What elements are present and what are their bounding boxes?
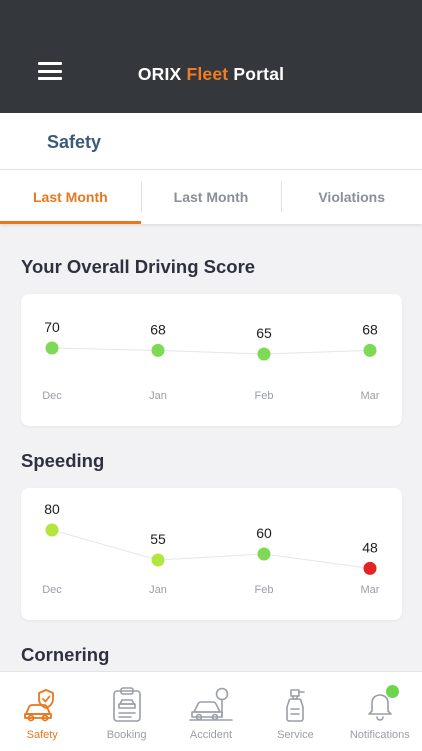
speeding-card: 80 Dec 55 Jan 60 Feb 48 Mar: [21, 488, 402, 620]
clipboard-car-icon: [111, 687, 143, 723]
driving-score-title: Your Overall Driving Score: [21, 256, 256, 277]
data-point[interactable]: [151, 343, 165, 357]
driving-score-card: 70 Dec 68 Jan 65 Feb 68 Mar: [21, 294, 402, 426]
tab-violations[interactable]: Violations: [281, 170, 422, 224]
spray-bottle-icon: [280, 687, 310, 723]
notification-badge: [385, 685, 399, 698]
nav-service[interactable]: Service: [253, 672, 337, 751]
data-point[interactable]: [363, 561, 377, 575]
x-tick-label: Mar: [361, 584, 380, 596]
nav-label-notifications: Notifications: [349, 729, 410, 741]
series-line: [51, 347, 371, 355]
page-title: Safety: [47, 132, 102, 152]
data-label: 55: [150, 531, 166, 547]
nav-booking[interactable]: Booking: [84, 672, 168, 751]
data-label: 80: [44, 501, 60, 517]
bell-icon: [366, 685, 399, 723]
data-label: 65: [256, 325, 272, 341]
title-accent: Fleet: [186, 64, 229, 84]
data-point[interactable]: [257, 547, 271, 561]
speeding-chart: 80 Dec 55 Jan 60 Feb 48 Mar: [42, 501, 380, 596]
data-point[interactable]: [151, 553, 165, 567]
title-prefix: ORIX: [137, 64, 187, 84]
speeding-title: Speeding: [21, 450, 105, 471]
x-tick-label: Jan: [149, 584, 167, 596]
data-label: 68: [362, 321, 378, 337]
page-header: Safety: [0, 113, 422, 170]
car-shield-icon: [22, 687, 62, 723]
x-tick-label: Feb: [255, 584, 274, 596]
car-accident-icon: [189, 687, 233, 723]
nav-label-service: Service: [277, 729, 314, 741]
nav-accident[interactable]: Accident: [169, 672, 253, 751]
series-line: [51, 529, 371, 569]
cornering-title: Cornering: [21, 644, 110, 665]
x-tick-label: Dec: [42, 390, 62, 402]
tab-last-month-2[interactable]: Last Month: [140, 170, 282, 224]
data-label: 68: [150, 321, 166, 337]
data-label: 48: [362, 539, 378, 555]
data-label: 60: [256, 525, 272, 541]
title-suffix: Portal: [228, 64, 285, 84]
x-tick-label: Mar: [361, 390, 380, 402]
x-tick-label: Jan: [149, 390, 167, 402]
data-point[interactable]: [45, 341, 59, 355]
nav-safety[interactable]: Safety: [0, 672, 84, 751]
data-point[interactable]: [363, 343, 377, 357]
data-point[interactable]: [45, 523, 59, 537]
x-tick-label: Dec: [42, 584, 62, 596]
nav-label-accident: Accident: [189, 729, 233, 741]
tab-last-month-1[interactable]: Last Month: [0, 170, 141, 224]
nav-label-safety: Safety: [26, 729, 58, 741]
x-tick-label: Feb: [255, 390, 274, 402]
menu-icon[interactable]: [38, 62, 62, 80]
nav-label-booking: Booking: [106, 729, 147, 741]
nav-notifications[interactable]: Notifications: [338, 672, 422, 751]
tab-bar: Last Month Last Month Violations: [0, 170, 422, 224]
app-title: ORIX Fleet Portal: [0, 64, 422, 85]
app-header: ORIX Fleet Portal: [0, 0, 422, 113]
data-label: 70: [44, 319, 60, 335]
data-point[interactable]: [257, 347, 271, 361]
driving-score-chart: 70 Dec 68 Jan 65 Feb 68 Mar: [42, 319, 380, 402]
bottom-nav: Safety Booking: [0, 671, 422, 751]
